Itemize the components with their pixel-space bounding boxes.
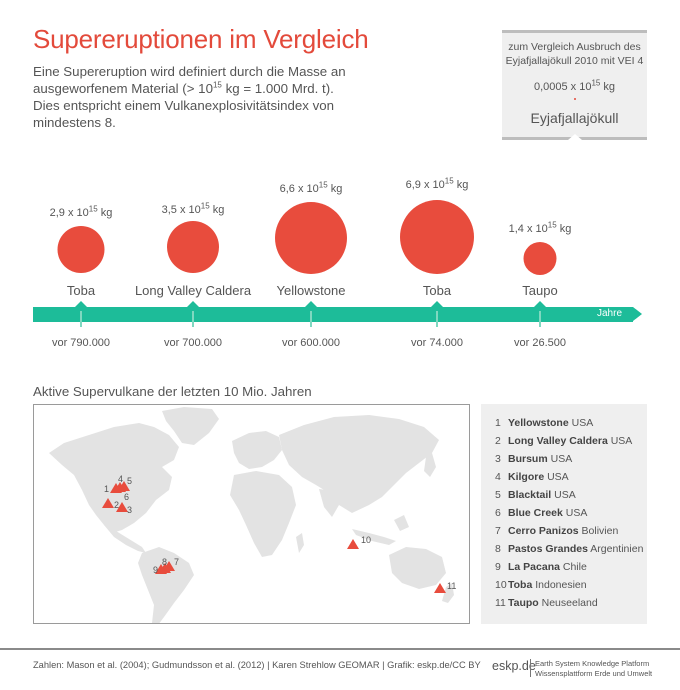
eruption-time: vor 600.000 bbox=[281, 337, 341, 349]
timeline-notch bbox=[305, 301, 317, 307]
svg-text:7: 7 bbox=[174, 557, 179, 567]
timeline-axis-label: Jahre bbox=[597, 308, 623, 319]
exponent: 15 bbox=[591, 78, 601, 88]
volcano-labels: 1 2 3 4 5 6 7 8 9 10 11 bbox=[104, 474, 456, 591]
eruption-circle bbox=[523, 242, 557, 275]
eruption-time: vor 790.000 bbox=[51, 337, 111, 349]
timeline-tick bbox=[192, 311, 194, 327]
eruption-mass: 6,9 x 1015 kg bbox=[405, 176, 469, 191]
footer-sources: Zahlen: Mason et al. (2004); Gudmundsson… bbox=[33, 660, 481, 670]
timeline-arrow-icon bbox=[633, 307, 642, 321]
eruption-timeline: 2,9 x 1015 kg Toba vor 790.000 3,5 x 101… bbox=[0, 170, 680, 360]
timeline-notch bbox=[431, 301, 443, 307]
comparison-value: 0,0005 x 1015 kg bbox=[502, 78, 647, 93]
timeline-bar bbox=[33, 307, 633, 322]
legend-item: 7 Cerro Panizos Bolivien bbox=[495, 525, 619, 537]
timeline-notch bbox=[75, 301, 87, 307]
intro-line: mindestens 8. bbox=[33, 115, 116, 130]
intro-text-part: ausgeworfenem Material (> 10 bbox=[33, 81, 213, 96]
svg-text:10: 10 bbox=[361, 535, 371, 545]
value-part: kg bbox=[600, 81, 616, 93]
eruption-name: Taupo bbox=[522, 283, 558, 298]
eruption-mass: 6,6 x 1015 kg bbox=[279, 180, 343, 195]
timeline-tick bbox=[80, 311, 82, 327]
eruption-time: vor 700.000 bbox=[163, 337, 223, 349]
intro-line: Dies entspricht einem Vulkanexplosivität… bbox=[33, 98, 335, 113]
volcano-marker-icon bbox=[118, 481, 130, 491]
timeline-tick bbox=[436, 311, 438, 327]
svg-text:8: 8 bbox=[162, 557, 167, 567]
volcano-legend: 1 Yellowstone USA 2 Long Valley Caldera US… bbox=[481, 404, 647, 624]
box-notch bbox=[567, 134, 582, 140]
legend-item: 11 Taupo Neuseeland bbox=[495, 597, 598, 609]
comparison-description: zum Vergleich Ausbruch des Eyjafjallajök… bbox=[502, 40, 647, 68]
svg-text:6: 6 bbox=[124, 492, 129, 502]
svg-text:11: 11 bbox=[447, 581, 456, 591]
legend-item: 4 Kilgore USA bbox=[495, 471, 569, 483]
comparison-name: Eyjafjallajökull bbox=[530, 110, 619, 126]
intro-text: Eine Supereruption wird definiert durch … bbox=[33, 63, 353, 131]
exponent: 15 bbox=[212, 80, 222, 90]
eruption-name: Toba bbox=[422, 283, 452, 298]
volcano-marker-icon bbox=[102, 498, 114, 508]
intro-line: Eine Supereruption wird definiert durch … bbox=[33, 64, 346, 79]
eruption-circle bbox=[400, 200, 474, 274]
timeline-tick bbox=[310, 311, 312, 327]
svg-text:9: 9 bbox=[153, 565, 158, 575]
legend-item: 6 Blue Creek USA bbox=[495, 507, 588, 519]
volcano-marker-icon bbox=[155, 564, 167, 574]
brand-logo: eskp.de bbox=[492, 659, 536, 673]
footer-divider bbox=[0, 648, 680, 650]
eruption-circle bbox=[167, 221, 219, 273]
timeline-notch bbox=[187, 301, 199, 307]
svg-text:3: 3 bbox=[127, 505, 132, 515]
timeline-tick bbox=[539, 311, 541, 327]
svg-text:1: 1 bbox=[104, 484, 109, 494]
eruption-mass: 2,9 x 1015 kg bbox=[49, 204, 113, 219]
value-part: 0,0005 x 10 bbox=[533, 81, 592, 93]
world-map-graphic: 1 2 3 4 5 6 7 8 9 10 11 bbox=[49, 407, 456, 623]
volcano-marker-icon bbox=[347, 539, 359, 549]
eruption-time: vor 74.000 bbox=[411, 337, 463, 349]
legend-item: 2 Long Valley Caldera USA bbox=[495, 435, 633, 447]
volcano-marker-icon bbox=[434, 583, 446, 593]
legend-item: 10Toba Indonesien bbox=[495, 579, 587, 591]
comparison-desc-line: zum Vergleich Ausbruch des bbox=[508, 41, 641, 53]
comparison-desc-line: Eyjafjallajökull 2010 mit VEI 4 bbox=[505, 55, 644, 67]
legend-item: 5 Blacktail USA bbox=[495, 489, 576, 501]
legend-item: 1 Yellowstone USA bbox=[495, 417, 594, 429]
volcano-marker-icon bbox=[116, 502, 128, 512]
eruption-name: Yellowstone bbox=[276, 283, 346, 298]
legend-item: 9 La Pacana Chile bbox=[495, 561, 587, 573]
eruption-name: Long Valley Caldera bbox=[134, 283, 252, 298]
platform-line: Earth System Knowledge Platform bbox=[535, 659, 650, 668]
svg-text:2: 2 bbox=[114, 500, 119, 510]
page-title: Supereruptionen im Vergleich bbox=[33, 24, 369, 54]
legend-item: 8 Pastos Grandes Argentinien bbox=[495, 543, 644, 555]
world-map: 1 2 3 4 5 6 7 8 9 10 11 bbox=[33, 404, 470, 624]
intro-text-part: kg = 1.000 Mrd. t). bbox=[221, 81, 334, 96]
platform-name: Earth System Knowledge Platform Wissensp… bbox=[535, 659, 652, 678]
eruption-circle bbox=[275, 202, 347, 274]
volcano-markers bbox=[102, 481, 446, 593]
timeline-notch bbox=[534, 301, 546, 307]
platform-line: Wissensplattform Erde und Umwelt bbox=[535, 668, 653, 678]
brand-separator bbox=[530, 659, 531, 677]
eruption-name: Toba bbox=[66, 283, 96, 298]
svg-text:5: 5 bbox=[127, 476, 132, 486]
eruption-mass: 3,5 x 1015 kg bbox=[161, 201, 225, 216]
eruption-circle bbox=[57, 226, 105, 273]
land-masses bbox=[49, 407, 454, 623]
comparison-dot bbox=[573, 98, 576, 100]
eruption-mass: 1,4 x 1015 kg bbox=[508, 220, 572, 235]
comparison-box: zum Vergleich Ausbruch des Eyjafjallajök… bbox=[502, 30, 647, 140]
map-title: Aktive Supervulkane der letzten 10 Mio. … bbox=[33, 384, 312, 399]
legend-item: 3 Bursum USA bbox=[495, 453, 573, 465]
eruption-time: vor 26.500 bbox=[514, 337, 566, 349]
intro-line: ausgeworfenem Material (> 1015 kg = 1.00… bbox=[33, 80, 353, 97]
svg-text:4: 4 bbox=[118, 474, 123, 484]
